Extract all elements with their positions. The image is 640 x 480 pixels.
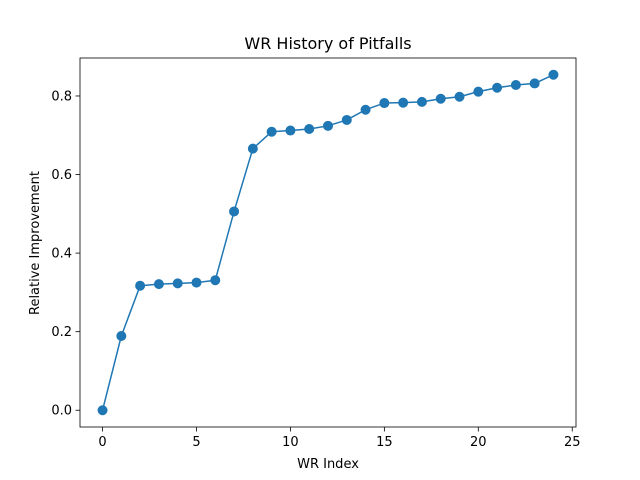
x-tick-label-1: 5	[192, 435, 200, 450]
data-point-3	[153, 279, 164, 290]
data-point-23	[529, 78, 540, 89]
plot-area: 0 5 10 15 20 25 0.0 0.2 0.4 0.6 0.8	[51, 57, 581, 450]
y-tick-label-3: 0.6	[51, 168, 72, 183]
data-point-1	[116, 330, 127, 341]
x-tick-label-0: 0	[98, 435, 106, 450]
data-point-16	[398, 97, 409, 108]
x-tick-label-3: 15	[376, 435, 393, 450]
data-point-11	[304, 123, 315, 134]
data-point-24	[548, 69, 559, 80]
data-point-9	[266, 126, 277, 137]
x-tick-label-2: 10	[282, 435, 299, 450]
data-point-5	[191, 277, 202, 288]
data-point-0	[97, 405, 108, 416]
x-tick-label-4: 20	[470, 435, 487, 450]
data-point-4	[172, 278, 183, 289]
x-tick-label-5: 25	[564, 435, 581, 450]
data-point-2	[135, 280, 146, 291]
data-point-19	[454, 91, 465, 102]
data-point-7	[229, 206, 240, 217]
axes-frame	[79, 57, 577, 428]
data-point-22	[510, 79, 521, 90]
data-point-18	[435, 93, 446, 104]
data-point-15	[379, 98, 390, 109]
data-point-14	[360, 104, 371, 115]
x-axis-label: WR Index	[297, 457, 359, 472]
y-tick-label-1: 0.2	[51, 325, 72, 340]
data-point-8	[247, 143, 258, 154]
data-point-6	[210, 275, 221, 286]
data-point-20	[473, 86, 484, 97]
data-point-10	[285, 125, 296, 136]
chart-title: WR History of Pitfalls	[244, 34, 411, 53]
data-point-12	[323, 120, 333, 131]
data-point-13	[341, 114, 352, 125]
y-tick-label-4: 0.8	[51, 89, 72, 104]
y-tick-label-2: 0.4	[51, 247, 72, 262]
data-point-21	[492, 82, 503, 93]
y-tick-label-0: 0.0	[51, 404, 72, 419]
y-axis-label: Relative Improvement	[28, 171, 43, 315]
data-point-17	[416, 96, 427, 107]
